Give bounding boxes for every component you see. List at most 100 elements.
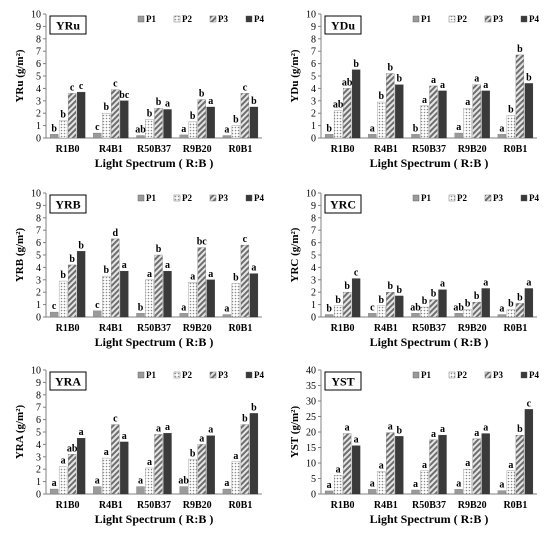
significance-letter: b <box>517 44 523 55</box>
significance-letter: c <box>243 234 248 245</box>
bar-p1 <box>324 134 334 139</box>
y-tick-label: 6 <box>36 59 41 70</box>
y-tick-label: 9 <box>311 22 316 33</box>
y-tick-label: 7 <box>36 403 41 414</box>
significance-letter: a <box>431 75 436 86</box>
bar-p1 <box>454 313 463 318</box>
significance-letter: a <box>190 271 195 282</box>
bar-p2 <box>188 459 197 495</box>
significance-letter: a <box>422 460 427 471</box>
significance-letter: c <box>113 414 118 425</box>
bar-p3 <box>154 434 163 495</box>
bar-p2 <box>145 467 154 495</box>
significance-letter: a <box>474 428 479 439</box>
bar-p4 <box>438 289 447 318</box>
legend-label-p3: P3 <box>218 14 228 24</box>
legend-swatch-p2 <box>448 194 456 202</box>
bar-p2 <box>333 305 343 318</box>
y-tick-label: 3 <box>36 96 41 107</box>
x-tick-label: R0B1 <box>503 323 527 334</box>
legend-swatch-p4 <box>245 15 253 23</box>
bar-p2 <box>420 105 429 139</box>
y-tick-label: 0 <box>311 134 316 145</box>
bar-p4 <box>524 288 534 318</box>
significance-letter: c <box>527 398 532 409</box>
y-tick-label: 2 <box>36 465 41 476</box>
y-tick-label: 4 <box>36 84 41 95</box>
bar-p2 <box>333 110 343 139</box>
y-tick-label: 15 <box>306 443 316 454</box>
y-tick-label: 1 <box>36 121 41 132</box>
bar-p4 <box>351 278 361 318</box>
significance-letter: a <box>165 98 170 109</box>
legend-label-p4: P4 <box>529 14 539 24</box>
bar-p1 <box>222 135 232 139</box>
y-tick-label: 7 <box>311 226 316 237</box>
significance-letter: ab <box>67 443 78 454</box>
bar-p3 <box>240 244 250 318</box>
y-axis-label: YDu (g/m²) <box>289 49 301 102</box>
bar-p2 <box>58 466 68 495</box>
bar-p4 <box>395 436 404 495</box>
significance-letter: b <box>242 414 248 425</box>
bar-p1 <box>49 134 59 139</box>
x-tick-label: R9B20 <box>183 144 212 155</box>
y-axis-label: YRu (g/m²) <box>14 49 26 102</box>
significance-letter: a <box>483 423 488 434</box>
significance-letter: b <box>326 123 332 134</box>
y-axis-label: YRC (g/m²) <box>289 227 301 282</box>
significance-letter: c <box>243 82 248 93</box>
bar-p1 <box>324 490 334 495</box>
significance-letter: ab <box>333 100 344 111</box>
bar-p4 <box>249 273 259 318</box>
bar-p4 <box>524 409 534 495</box>
significance-letter: a <box>52 478 57 489</box>
y-tick-label: 3 <box>36 452 41 463</box>
x-tick-label: R0B1 <box>228 323 252 334</box>
significance-letter: b <box>397 425 403 436</box>
bar-p2 <box>506 309 516 318</box>
significance-letter: b <box>233 273 239 284</box>
bar-p4 <box>481 433 490 495</box>
legend-swatch-p3 <box>484 15 492 23</box>
y-tick-label: 5 <box>311 474 316 485</box>
bar-p3 <box>472 84 481 139</box>
significance-letter: b <box>388 63 394 74</box>
bar-p4 <box>395 295 404 318</box>
y-tick-label: 8 <box>311 213 316 224</box>
significance-letter: b <box>474 291 480 302</box>
x-axis-label: Light Spectrum ( R:B ) <box>95 156 214 170</box>
significance-letter: a <box>122 431 127 442</box>
bar-p3 <box>515 303 525 318</box>
bar-p4 <box>351 69 361 139</box>
x-tick-label: R9B20 <box>183 323 212 334</box>
y-tick-label: 2 <box>311 288 316 299</box>
significance-letter: b <box>353 59 359 70</box>
legend-label-p4: P4 <box>529 370 539 380</box>
bar-p4 <box>481 90 490 139</box>
significance-letter: a <box>508 460 513 471</box>
bar-p2 <box>188 282 197 318</box>
bar-p1 <box>411 134 420 139</box>
significance-letter: b <box>517 424 523 435</box>
bar-p4 <box>76 91 86 139</box>
bar-p2 <box>145 279 154 318</box>
bar-p2 <box>420 470 429 495</box>
significance-letter: c <box>70 82 75 93</box>
significance-letter: a <box>499 123 504 134</box>
y-tick-label: 7 <box>36 47 41 58</box>
legend-label-p1: P1 <box>146 14 156 24</box>
significance-letter: a <box>422 95 427 106</box>
bar-p2 <box>463 309 472 318</box>
y-tick-label: 1 <box>311 121 316 132</box>
y-tick-label: 5 <box>36 72 41 83</box>
significance-letter: ab <box>410 302 421 313</box>
bar-p3 <box>429 299 438 318</box>
y-tick-label: 1 <box>36 477 41 488</box>
bar-p4 <box>206 435 215 495</box>
y-tick-label: 9 <box>36 22 41 33</box>
significance-letter: a <box>474 74 479 85</box>
bar-p3 <box>386 432 395 495</box>
